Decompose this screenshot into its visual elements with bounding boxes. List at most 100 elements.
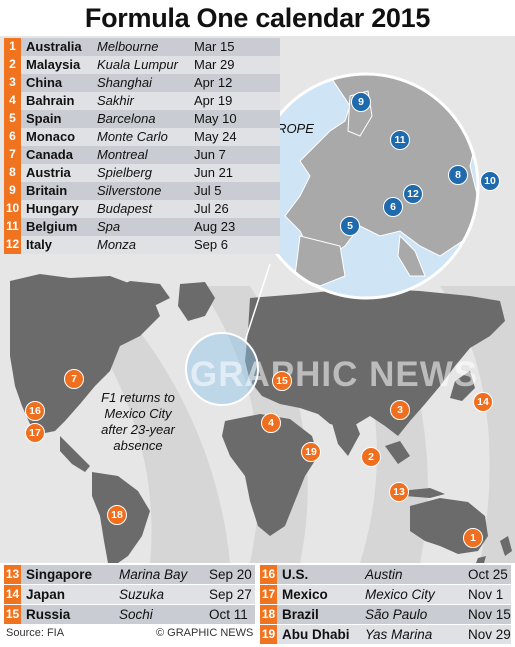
- map-marker-10: 10: [480, 171, 500, 191]
- race-date: Nov 1: [468, 587, 504, 602]
- mexico-note: F1 returns to Mexico City after 23-year …: [92, 390, 184, 454]
- race-country: Australia: [26, 39, 82, 54]
- north-america-land: [10, 274, 160, 434]
- race-row: 3 China Shanghai Apr 12: [4, 74, 280, 92]
- race-number: 18: [260, 605, 277, 624]
- race-date: Nov 15: [468, 607, 511, 622]
- map-marker-11: 11: [390, 130, 410, 150]
- race-row: 18 Brazil São Paulo Nov 15: [260, 605, 511, 624]
- note-line: F1 returns to: [101, 390, 175, 405]
- race-number: 3: [4, 74, 21, 92]
- race-country: Spain: [26, 111, 62, 126]
- race-city: Austin: [365, 567, 403, 582]
- race-row: 4 Bahrain Sakhir Apr 19: [4, 92, 280, 110]
- map-marker-19: 19: [301, 442, 321, 462]
- race-date: Aug 23: [194, 219, 236, 234]
- race-city: Spielberg: [97, 165, 152, 180]
- race-row: 5 Spain Barcelona May 10: [4, 110, 280, 128]
- race-number: 17: [260, 585, 277, 604]
- race-row: 15 Russia Sochi Oct 11: [4, 605, 255, 624]
- race-country: Russia: [26, 607, 71, 622]
- race-number: 15: [4, 605, 21, 624]
- race-country: China: [26, 75, 63, 90]
- race-date: Jun 21: [194, 165, 234, 180]
- race-city: Silverstone: [97, 183, 162, 198]
- race-city: Spa: [97, 219, 121, 234]
- race-city: São Paulo: [365, 607, 428, 622]
- race-number: 19: [260, 625, 277, 644]
- note-line: after 23-year: [101, 422, 175, 437]
- race-number: 5: [4, 110, 21, 128]
- race-country: Italy: [26, 237, 53, 252]
- map-marker-9: 9: [351, 92, 371, 112]
- race-date: Jun 7: [194, 147, 226, 162]
- race-number: 8: [4, 164, 21, 182]
- race-row: 6 Monaco Monte Carlo May 24: [4, 128, 280, 146]
- race-city: Sakhir: [97, 93, 134, 108]
- race-date: Jul 26: [194, 201, 229, 216]
- race-date: Sep 20: [209, 567, 252, 582]
- race-city: Kuala Lumpur: [97, 57, 178, 72]
- map-marker-13: 13: [389, 482, 409, 502]
- race-row: 10 Hungary Budapest Jul 26: [4, 200, 280, 218]
- race-date: May 10: [194, 111, 237, 126]
- map-marker-8: 8: [448, 165, 468, 185]
- race-date: Sep 27: [209, 587, 252, 602]
- race-country: Britain: [26, 183, 68, 198]
- race-number: 16: [260, 565, 277, 584]
- race-country: Monaco: [26, 129, 76, 144]
- race-country: Canada: [26, 147, 73, 162]
- race-row: 2 Malaysia Kuala Lumpur Mar 29: [4, 56, 280, 74]
- race-city: Monte Carlo: [97, 129, 168, 144]
- race-city: Mexico City: [365, 587, 435, 602]
- race-row: 19 Abu Dhabi Yas Marina Nov 29: [260, 625, 511, 644]
- race-date: May 24: [194, 129, 237, 144]
- race-row: 8 Austria Spielberg Jun 21: [4, 164, 280, 182]
- race-number: 10: [4, 200, 21, 218]
- race-date: Apr 12: [194, 75, 233, 90]
- europe-inset: [254, 74, 478, 298]
- map-marker-3: 3: [390, 400, 410, 420]
- race-country: U.S.: [282, 567, 309, 582]
- watermark: GRAPHIC NEWS: [190, 355, 479, 394]
- race-date: Mar 15: [194, 39, 235, 54]
- race-country: Malaysia: [26, 57, 81, 72]
- race-number: 11: [4, 218, 21, 236]
- eurasia-land: [245, 288, 505, 436]
- race-date: Oct 25: [468, 567, 508, 582]
- race-date: Oct 11: [209, 607, 248, 622]
- map-marker-2: 2: [361, 447, 381, 467]
- race-country: Bahrain: [26, 93, 75, 108]
- race-row: 16 U.S. Austin Oct 25: [260, 565, 511, 584]
- page-title: Formula One calendar 2015: [84, 3, 431, 33]
- race-date: Mar 29: [194, 57, 235, 72]
- map-marker-12: 12: [403, 184, 423, 204]
- race-city: Montreal: [97, 147, 148, 162]
- note-line: Mexico City: [104, 406, 172, 421]
- race-city: Shanghai: [97, 75, 152, 90]
- race-country: Japan: [26, 587, 66, 602]
- race-city: Yas Marina: [365, 627, 433, 642]
- race-city: Budapest: [97, 201, 152, 216]
- race-row: 13 Singapore Marina Bay Sep 20: [4, 565, 255, 584]
- race-number: 1: [4, 38, 21, 56]
- map-marker-15: 15: [272, 371, 292, 391]
- race-list-bottom-left: 13 Singapore Marina Bay Sep 20 14 Japan Suzuk…: [4, 565, 255, 625]
- europe-highlight-circle: [185, 332, 259, 406]
- race-date: Sep 6: [194, 237, 228, 252]
- note-line: absence: [113, 438, 163, 453]
- race-date: Nov 29: [468, 627, 511, 642]
- race-country: Mexico: [282, 587, 328, 602]
- race-city: Barcelona: [97, 111, 156, 126]
- map-marker-5: 5: [340, 216, 360, 236]
- race-row: 7 Canada Montreal Jun 7: [4, 146, 280, 164]
- race-row: 11 Belgium Spa Aug 23: [4, 218, 280, 236]
- credit-note: © GRAPHIC NEWS: [156, 627, 254, 639]
- race-list-top: 1 Australia Melbourne Mar 15 2 Malaysia Kuala…: [4, 38, 280, 254]
- race-row: 17 Mexico Mexico City Nov 1: [260, 585, 511, 604]
- race-number: 12: [4, 236, 21, 254]
- race-country: Singapore: [26, 567, 93, 582]
- map-marker-17: 17: [25, 423, 45, 443]
- race-row: 14 Japan Suzuka Sep 27: [4, 585, 255, 604]
- race-city: Marina Bay: [119, 567, 188, 582]
